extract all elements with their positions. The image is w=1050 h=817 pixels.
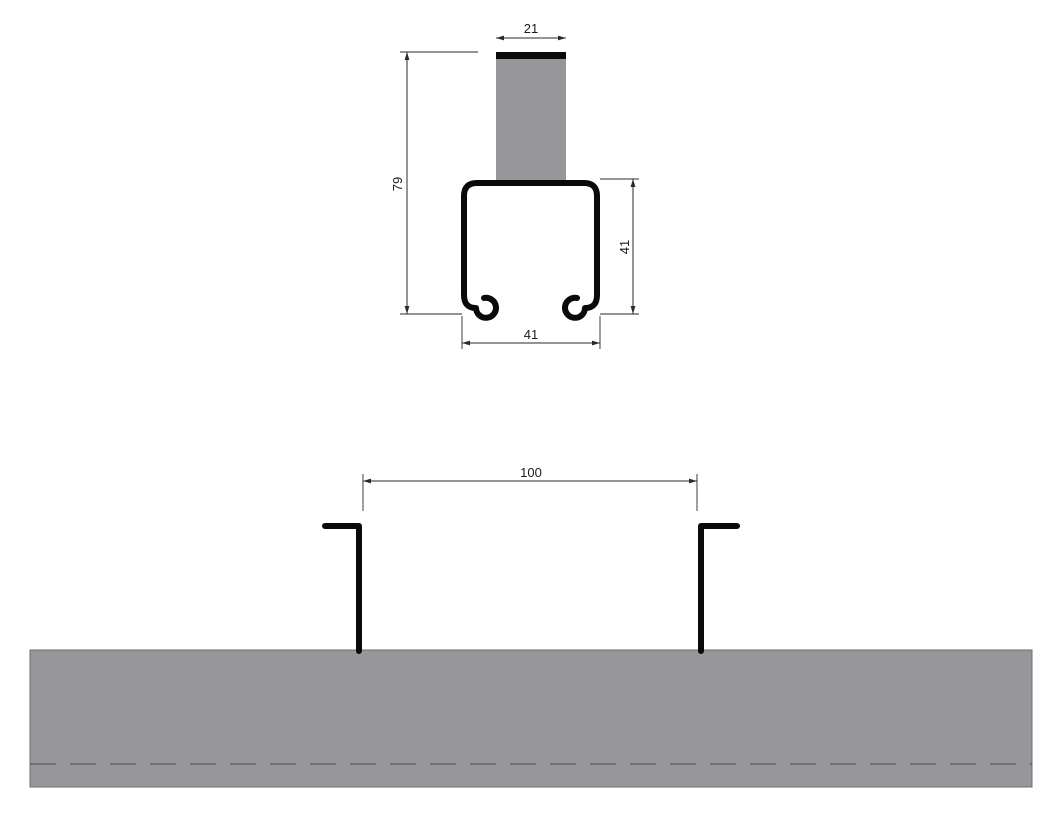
dim-spacing-label: 100 xyxy=(520,465,542,480)
dim-overall-height-label: 79 xyxy=(390,177,405,191)
dim-channel-width-label: 41 xyxy=(524,327,538,342)
dim-channel-height-label: 41 xyxy=(617,240,632,254)
base-block xyxy=(29,649,1033,788)
elevation-view: 100 xyxy=(29,465,1033,788)
dim-rod-width-label: 21 xyxy=(524,21,538,36)
rod-top-plate xyxy=(496,52,566,59)
right-bracket xyxy=(698,523,740,654)
left-bracket xyxy=(322,523,362,654)
threaded-rod xyxy=(496,52,566,182)
strut-channel-profile xyxy=(461,180,600,321)
section-view: 21 79 41 41 xyxy=(390,21,639,349)
